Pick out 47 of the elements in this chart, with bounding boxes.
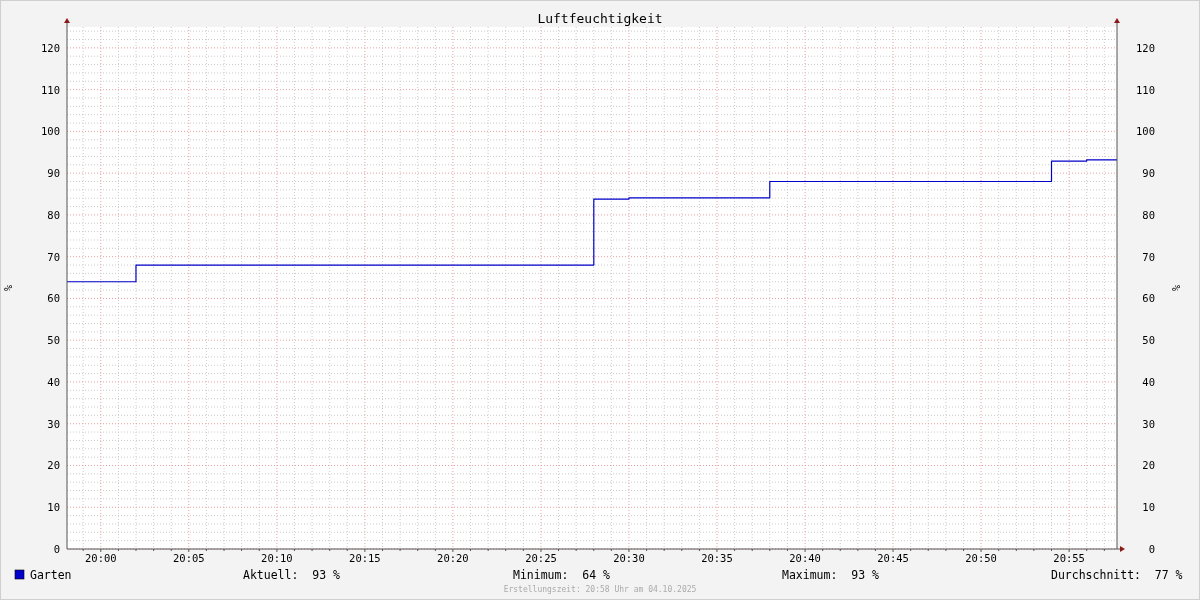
y2-tick-label: 120 — [1136, 41, 1155, 54]
y-tick-label: 0 — [53, 543, 60, 555]
y2-tick-label: 80 — [1142, 208, 1155, 221]
x-tick-label: 20:25 — [525, 552, 557, 564]
y-tick-label: 70 — [47, 250, 60, 263]
x-tick-label: 20:40 — [789, 552, 821, 564]
y2-tick-label: 40 — [1142, 375, 1155, 388]
y-tick-label: 60 — [47, 292, 60, 305]
y-tick-label: 80 — [47, 208, 60, 221]
y2-tick-label: 60 — [1142, 292, 1155, 305]
y2-tick-label: 10 — [1142, 501, 1155, 514]
x-tick-label: 20:10 — [261, 552, 293, 564]
x-tick-label: 20:35 — [701, 552, 733, 564]
y2-tick-label: 100 — [1136, 125, 1155, 138]
y-tick-label: 30 — [47, 417, 60, 430]
y-tick-label: 90 — [47, 167, 60, 180]
y-tick-label: 120 — [41, 41, 60, 54]
y-tick-label: 40 — [47, 375, 60, 388]
y-tick-label: 110 — [41, 83, 60, 96]
y2-tick-label: 90 — [1142, 167, 1155, 180]
y2-tick-label: 0 — [1148, 543, 1155, 555]
x-tick-label: 20:20 — [437, 552, 469, 564]
x-tick-label: 20:55 — [1053, 552, 1085, 564]
y2-axis-title: % — [1171, 284, 1182, 292]
chart-title: Luftfeuchtigkeit — [537, 11, 663, 26]
x-tick-label: 20:30 — [613, 552, 645, 564]
y2-tick-label: 70 — [1142, 250, 1155, 263]
y2-tick-label: 30 — [1142, 417, 1155, 430]
x-tick-label: 20:15 — [349, 552, 381, 564]
y2-tick-label: 50 — [1142, 334, 1155, 347]
text: Aktuell: 93 % — [243, 568, 341, 582]
text: Erstellungszeit: 20:58 Uhr am 04.10.2025 — [503, 585, 697, 594]
x-tick-label: 20:05 — [172, 552, 205, 564]
x-tick-label: 20:50 — [965, 552, 997, 564]
y-axis-title: % — [3, 284, 14, 292]
legend-label: Garten — [30, 568, 72, 582]
y-tick-label: 20 — [47, 459, 60, 472]
x-tick-label: 20:00 — [85, 552, 117, 564]
y-tick-label: 10 — [47, 501, 60, 514]
y-tick-label: 50 — [47, 334, 60, 347]
text: Minimum: 64 % — [513, 568, 611, 582]
text: Maximum: 93 % — [782, 568, 880, 582]
x-tick-label: 20:45 — [877, 552, 909, 564]
y2-tick-label: 110 — [1136, 83, 1155, 96]
y-tick-label: 100 — [41, 125, 60, 138]
y2-tick-label: 20 — [1142, 459, 1155, 472]
text: Durchschnitt: 77 % — [1051, 568, 1183, 582]
